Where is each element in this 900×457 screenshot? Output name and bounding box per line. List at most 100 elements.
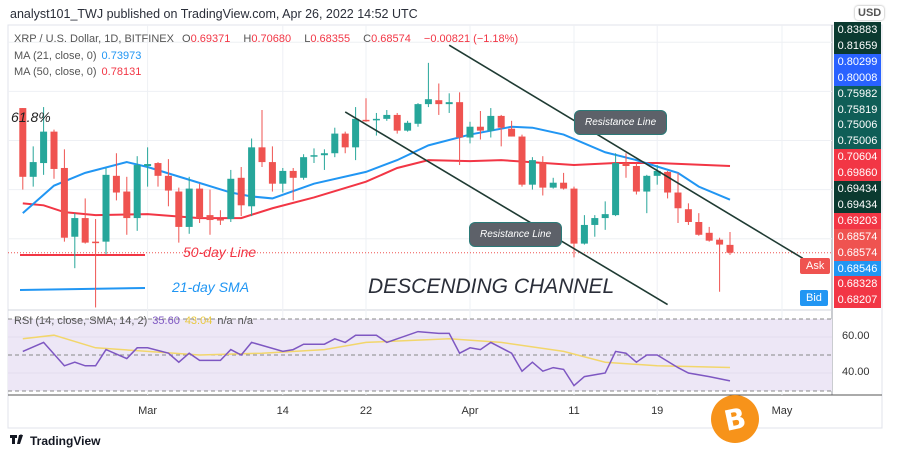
- candle-body: [612, 163, 620, 216]
- candle-body: [341, 133, 349, 148]
- rsi-axis-label: 40.00: [842, 366, 870, 378]
- candle: [570, 186, 578, 258]
- candle: [60, 149, 68, 242]
- candle: [40, 107, 48, 175]
- candle-body: [92, 241, 100, 244]
- price-axis-label: 0.81659: [834, 37, 881, 54]
- candle-body: [528, 160, 536, 185]
- candle-body: [71, 218, 79, 237]
- time-axis-label: 14: [276, 405, 289, 417]
- candle: [341, 131, 349, 154]
- candle: [684, 203, 692, 225]
- candle: [653, 165, 661, 185]
- candle-body: [289, 170, 297, 178]
- candle-body: [508, 128, 516, 137]
- candle-body: [320, 153, 328, 156]
- candle: [112, 153, 120, 201]
- price-axis-label: 0.68328: [834, 276, 881, 293]
- candle: [632, 163, 640, 195]
- resistance-label-lower: Resistance Line: [469, 222, 563, 247]
- ma50-legend[interactable]: MA (50, close, 0) 0.78131: [14, 66, 142, 78]
- candle-body: [50, 131, 58, 169]
- currency-badge[interactable]: USD: [855, 6, 885, 20]
- candle: [383, 110, 391, 121]
- candle-body: [456, 102, 464, 138]
- candle-body: [362, 119, 370, 122]
- candle-body: [705, 232, 713, 241]
- candle: [268, 146, 276, 192]
- candle: [518, 134, 526, 187]
- ma50-note: 50-day Line: [183, 244, 257, 260]
- candle-body: [424, 99, 432, 105]
- candle: [133, 156, 141, 231]
- candle-body: [29, 162, 37, 177]
- symbol-name[interactable]: XRP / U.S. Dollar, 1D, BITFINEX: [14, 33, 174, 45]
- candle-body: [268, 162, 276, 184]
- candle: [81, 198, 89, 244]
- ma21-legend[interactable]: MA (21, close, 0) 0.73973: [14, 50, 142, 62]
- rsi-axis-label: 60.00: [842, 330, 870, 342]
- candle: [258, 110, 266, 167]
- candle-body: [248, 147, 256, 207]
- candle: [320, 149, 328, 170]
- candle-body: [164, 175, 172, 191]
- candle-body: [40, 131, 48, 164]
- price-axis-label: 0.80299: [834, 53, 881, 70]
- candle: [362, 98, 370, 122]
- candle-body: [372, 118, 380, 121]
- candle-body: [445, 102, 453, 105]
- candle: [674, 172, 682, 223]
- candle: [372, 112, 380, 136]
- tradingview-brand[interactable]: TradingView: [30, 434, 101, 448]
- candle: [466, 121, 474, 144]
- candle: [622, 153, 630, 178]
- price-axis-label: 0.75982: [834, 85, 881, 102]
- candle-body: [60, 167, 68, 238]
- candle: [549, 177, 557, 189]
- candle: [310, 148, 318, 164]
- candle: [185, 176, 193, 234]
- candle-body: [227, 178, 235, 220]
- price-axis-label: 0.68207: [834, 292, 881, 309]
- price-axis-label: 0.80008: [834, 69, 881, 86]
- candle-body: [435, 100, 443, 105]
- change-value: −0.00821 (−1.18%): [423, 33, 519, 45]
- candle: [196, 183, 204, 223]
- candle: [289, 167, 297, 201]
- candle-body: [674, 192, 682, 209]
- candle: [612, 153, 620, 217]
- candle: [560, 172, 568, 190]
- candle-body: [19, 108, 27, 177]
- price-axis-label: 0.68574: [834, 244, 881, 261]
- tradingview-logo-icon: [10, 434, 23, 444]
- candle: [591, 215, 599, 237]
- rsi-line: [22, 330, 731, 387]
- candle: [123, 176, 131, 235]
- candle-body: [144, 164, 152, 167]
- candle-body: [154, 163, 162, 176]
- candle: [237, 166, 245, 217]
- candle: [71, 213, 79, 269]
- candle-body: [684, 209, 692, 222]
- candle: [539, 156, 547, 196]
- time-axis-label: Mar: [138, 405, 158, 417]
- time-axis-label: 22: [359, 405, 373, 417]
- candle: [580, 215, 588, 245]
- price-axis-label: 0.69434: [834, 196, 881, 213]
- candle-body: [466, 126, 474, 138]
- time-axis-label: 11: [568, 405, 580, 417]
- price-axis-label: 0.75819: [834, 101, 881, 118]
- time-axis-label: Apr: [461, 405, 479, 417]
- candle-body: [476, 126, 484, 131]
- bitcoin-icon: [711, 395, 759, 443]
- rsi-legend[interactable]: RSI (14, close, SMA, 14, 2) 35.60 43.04 n/a…: [14, 315, 253, 327]
- time-axis-label: May: [771, 405, 793, 417]
- candle: [445, 93, 453, 113]
- candle-body: [175, 191, 183, 227]
- candle: [352, 107, 360, 161]
- candle-body: [487, 115, 495, 131]
- price-axis-label: 0.75006: [834, 117, 881, 134]
- candle: [19, 108, 27, 190]
- candle-body: [716, 239, 724, 245]
